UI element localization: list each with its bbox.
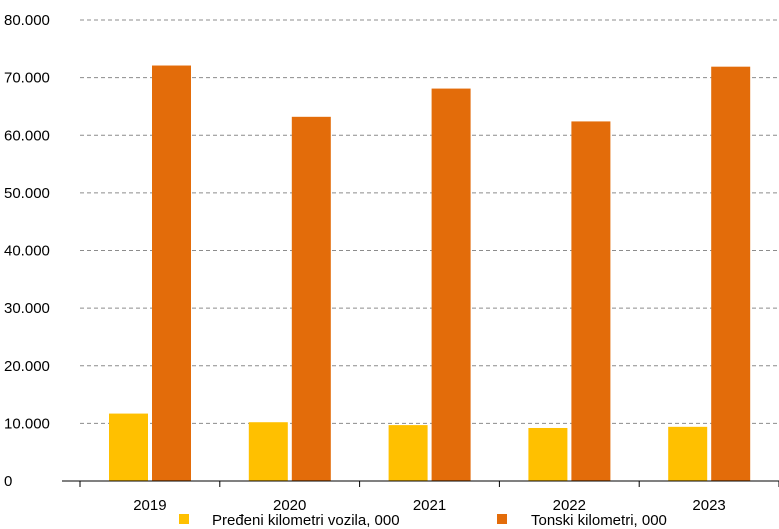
- bar-1-2023: [711, 66, 751, 482]
- legend-swatch-1: [497, 514, 507, 524]
- x-tick-label: 2019: [133, 497, 166, 514]
- x-tick-label: 2021: [413, 497, 446, 514]
- y-tick-label: 10.000: [4, 415, 50, 432]
- bar-0-2019: [109, 413, 148, 481]
- bar-1-2019: [152, 65, 191, 482]
- x-tick-label: 2022: [553, 497, 586, 514]
- x-tick-label: 2020: [273, 497, 306, 514]
- bar-1-2021: [431, 88, 471, 481]
- bar-0-2022: [528, 427, 568, 481]
- y-tick-label: 40.000: [4, 243, 50, 260]
- y-tick-label: 60.000: [4, 127, 50, 144]
- y-tick-label: 0: [4, 473, 12, 490]
- y-tick-label: 50.000: [4, 185, 50, 202]
- y-tick-label: 20.000: [4, 358, 50, 375]
- x-axis: 2019 2020 2021 2022 2023: [62, 480, 779, 514]
- y-tick-label: 80.000: [4, 12, 50, 29]
- legend-swatch-0: [179, 514, 189, 524]
- bar-0-2020: [248, 422, 288, 481]
- x-tick-label: 2023: [692, 497, 725, 514]
- y-tick-label: 70.000: [4, 70, 50, 87]
- bar-0-2021: [388, 425, 428, 481]
- legend: Pređeni kilometri vozila, 000 Tonski kil…: [179, 512, 667, 529]
- bar-1-2020: [291, 116, 331, 481]
- gridlines: [80, 19, 779, 424]
- bar-0-2023: [668, 426, 708, 481]
- y-axis: 0 10.000 20.000 30.000 40.000 50.000 60.000 70.…: [4, 12, 50, 490]
- legend-label-1: Tonski kilometri, 000: [531, 512, 667, 529]
- legend-label-0: Pređeni kilometri vozila, 000: [212, 512, 400, 529]
- bars: [109, 65, 751, 482]
- y-tick-label: 30.000: [4, 300, 50, 317]
- bar-1-2022: [571, 121, 611, 482]
